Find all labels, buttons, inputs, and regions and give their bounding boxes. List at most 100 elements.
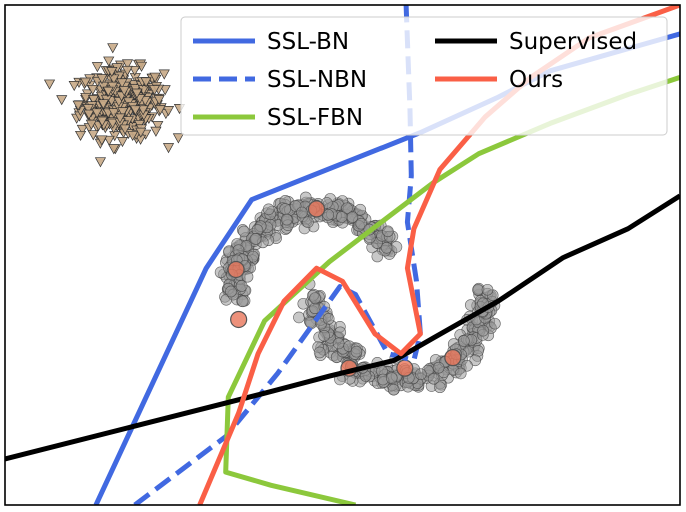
cluster-point xyxy=(129,105,142,116)
cluster-point xyxy=(152,121,164,132)
moon-point xyxy=(262,203,275,216)
cluster-point xyxy=(153,95,165,106)
moon-point xyxy=(434,381,446,394)
cluster-point xyxy=(131,88,143,99)
moon-point xyxy=(390,241,403,253)
moon-point xyxy=(341,202,353,215)
cluster-point xyxy=(94,157,107,168)
cluster-point xyxy=(96,74,108,85)
cluster-point xyxy=(106,67,118,78)
cluster-point xyxy=(87,84,99,96)
cluster-point xyxy=(76,124,88,135)
cluster-point xyxy=(74,130,87,142)
moon-point xyxy=(354,203,367,216)
cluster-point xyxy=(119,124,131,135)
series-line-supervised xyxy=(5,193,680,462)
moon-point xyxy=(454,367,467,380)
cluster-point xyxy=(72,100,84,111)
cluster-point xyxy=(97,99,109,110)
moon-point xyxy=(335,211,348,223)
labeled-point xyxy=(230,310,248,329)
moon-point xyxy=(237,295,249,308)
cluster-point xyxy=(140,77,152,88)
cluster-point xyxy=(159,85,171,96)
moon-point xyxy=(241,270,254,283)
cluster-point xyxy=(79,77,92,88)
cluster-point xyxy=(129,65,141,77)
cluster-point xyxy=(154,105,166,116)
cluster-point xyxy=(96,116,108,127)
moon-point xyxy=(334,326,347,339)
moon-point xyxy=(481,283,494,296)
cluster-point xyxy=(56,95,68,106)
cluster-point xyxy=(150,126,162,137)
legend-box xyxy=(180,16,668,136)
moon-point xyxy=(489,317,501,330)
moon-point xyxy=(385,372,398,384)
cluster-point xyxy=(97,81,110,92)
labeled-point xyxy=(227,260,245,279)
cluster-point xyxy=(91,62,103,73)
moon-point xyxy=(458,335,470,347)
series-line-ssl-nbn xyxy=(133,5,423,505)
moon-point xyxy=(380,241,393,254)
cluster-point xyxy=(43,79,56,90)
moon-point xyxy=(313,346,326,359)
cluster-point xyxy=(96,135,108,146)
cluster-point xyxy=(108,144,120,155)
cluster-point xyxy=(121,65,133,76)
moon-point xyxy=(432,361,445,374)
cluster-point xyxy=(117,107,129,118)
cluster-point xyxy=(107,43,119,54)
cluster-point xyxy=(102,86,114,97)
moon-point xyxy=(387,383,400,396)
legend-label-ssl-fbn: SSL-FBN xyxy=(267,105,363,131)
legend-label-supervised: Supervised xyxy=(509,29,637,55)
cluster-point xyxy=(121,59,134,70)
moon-point xyxy=(415,368,427,381)
moon-point xyxy=(302,216,314,228)
legend: SSL-BN Supervised SSL-NBN Ours SSL-FBN xyxy=(180,16,668,136)
moon-point xyxy=(371,250,384,263)
labeled-point xyxy=(396,359,414,377)
moon-point xyxy=(382,225,394,238)
labeled-point xyxy=(307,200,326,218)
cluster-point xyxy=(88,95,100,106)
moon-point xyxy=(279,203,292,215)
moon-point xyxy=(293,311,305,324)
cluster-point xyxy=(127,130,139,142)
cluster-point xyxy=(83,109,95,120)
cluster-point xyxy=(158,69,170,80)
moon-point xyxy=(296,206,308,219)
cluster-point xyxy=(162,106,175,117)
cluster-point xyxy=(107,81,119,92)
moon-point xyxy=(225,285,237,298)
cluster-point xyxy=(85,119,97,130)
cluster-point xyxy=(135,127,147,138)
cluster-point xyxy=(116,78,128,89)
cluster-point xyxy=(114,113,126,124)
plot-frame xyxy=(4,4,681,506)
moon-point xyxy=(249,233,262,245)
moon-point xyxy=(355,217,368,230)
cluster-point xyxy=(107,118,119,129)
moon-point xyxy=(322,313,335,325)
cluster-point xyxy=(68,81,80,92)
moon-point xyxy=(332,337,345,350)
cluster-point xyxy=(82,104,94,115)
cluster-point xyxy=(91,108,103,119)
cluster-point xyxy=(103,56,115,67)
moon-point xyxy=(469,354,482,367)
cluster-point xyxy=(108,74,120,85)
moon-point xyxy=(309,292,321,304)
cluster-point xyxy=(149,72,161,83)
cluster-point xyxy=(118,86,130,97)
cluster-point xyxy=(162,143,175,154)
moon-point xyxy=(318,330,330,342)
labeled-point xyxy=(444,349,462,367)
cluster-point xyxy=(137,105,149,116)
moon-point xyxy=(235,280,248,292)
cluster-point xyxy=(148,85,161,96)
